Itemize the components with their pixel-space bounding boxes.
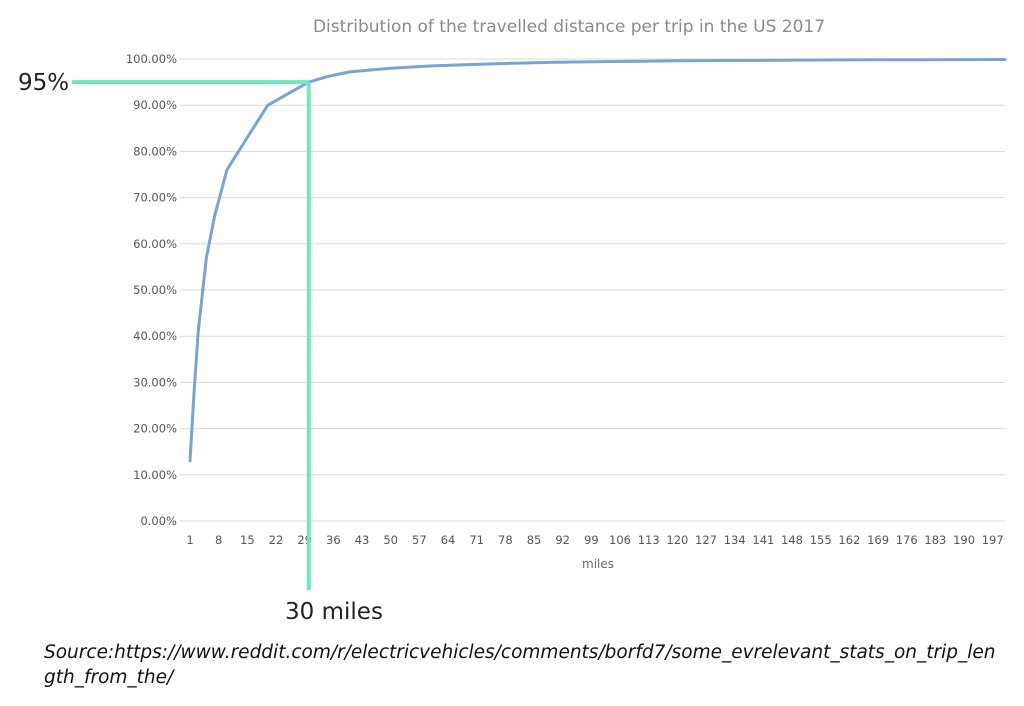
x-tick-label: 43 xyxy=(355,533,370,547)
x-tick-label: 176 xyxy=(896,533,918,547)
x-tick-label: 169 xyxy=(867,533,889,547)
x-tick-label: 106 xyxy=(609,533,631,547)
x-tick-label: 113 xyxy=(638,533,660,547)
x-tick-label: 64 xyxy=(441,533,456,547)
x-tick-label: 78 xyxy=(498,533,513,547)
x-tick-label: 99 xyxy=(584,533,599,547)
x-tick-label: 71 xyxy=(469,533,484,547)
x-tick-label: 183 xyxy=(924,533,946,547)
y-tick-label: 40.00% xyxy=(133,329,177,343)
y-tick-label: 50.00% xyxy=(133,283,177,297)
miles-30-label: 30 miles xyxy=(285,599,383,625)
cumulative-distance-line xyxy=(188,58,1007,463)
y-tick-label: 20.00% xyxy=(133,422,177,436)
x-tick-label: 162 xyxy=(838,533,860,547)
chart-title: Distribution of the travelled distance p… xyxy=(313,17,825,37)
x-tick-label: 8 xyxy=(215,533,222,547)
x-tick-label: 148 xyxy=(781,533,803,547)
x-tick-label: 197 xyxy=(982,533,1004,547)
x-tick-label: 120 xyxy=(666,533,688,547)
percent-95-label: 95% xyxy=(18,70,69,96)
x-tick-label: 190 xyxy=(953,533,975,547)
x-tick-label: 92 xyxy=(555,533,570,547)
y-tick-label: 100.00% xyxy=(126,52,177,66)
x-tick-label: 1 xyxy=(186,533,193,547)
y-tick-label: 0.00% xyxy=(140,514,177,528)
y-tick-label: 70.00% xyxy=(133,191,177,205)
x-tick-label: 36 xyxy=(326,533,341,547)
x-tick-label: 127 xyxy=(695,533,717,547)
y-tick-label: 80.00% xyxy=(133,144,177,158)
x-tick-label: 22 xyxy=(269,533,284,547)
x-tick-label: 57 xyxy=(412,533,427,547)
y-tick-label: 90.00% xyxy=(133,98,177,112)
chart: Distribution of the travelled distance p… xyxy=(18,17,1007,625)
x-axis-label: miles xyxy=(582,557,614,571)
x-axis-ticks: 1 8 15 22 29 36 43 50 57 64 71 78 85 92 99 106 113 120 127… xyxy=(186,533,1003,547)
x-tick-label: 141 xyxy=(752,533,774,547)
x-tick-label: 155 xyxy=(810,533,832,547)
gridlines xyxy=(180,58,1005,522)
y-tick-label: 60.00% xyxy=(133,237,177,251)
x-tick-label: 15 xyxy=(240,533,255,547)
x-tick-label: 85 xyxy=(527,533,542,547)
source-citation: Source:https://www.reddit.com/r/electric… xyxy=(44,642,996,688)
x-tick-label: 50 xyxy=(383,533,398,547)
y-axis-ticks: 0.00% 10.00% 20.00% 30.00% 40.00% 50.00% 60.00… xyxy=(126,52,177,528)
y-tick-label: 30.00% xyxy=(133,375,177,389)
y-tick-label: 10.00% xyxy=(133,468,177,482)
x-tick-label: 134 xyxy=(724,533,746,547)
